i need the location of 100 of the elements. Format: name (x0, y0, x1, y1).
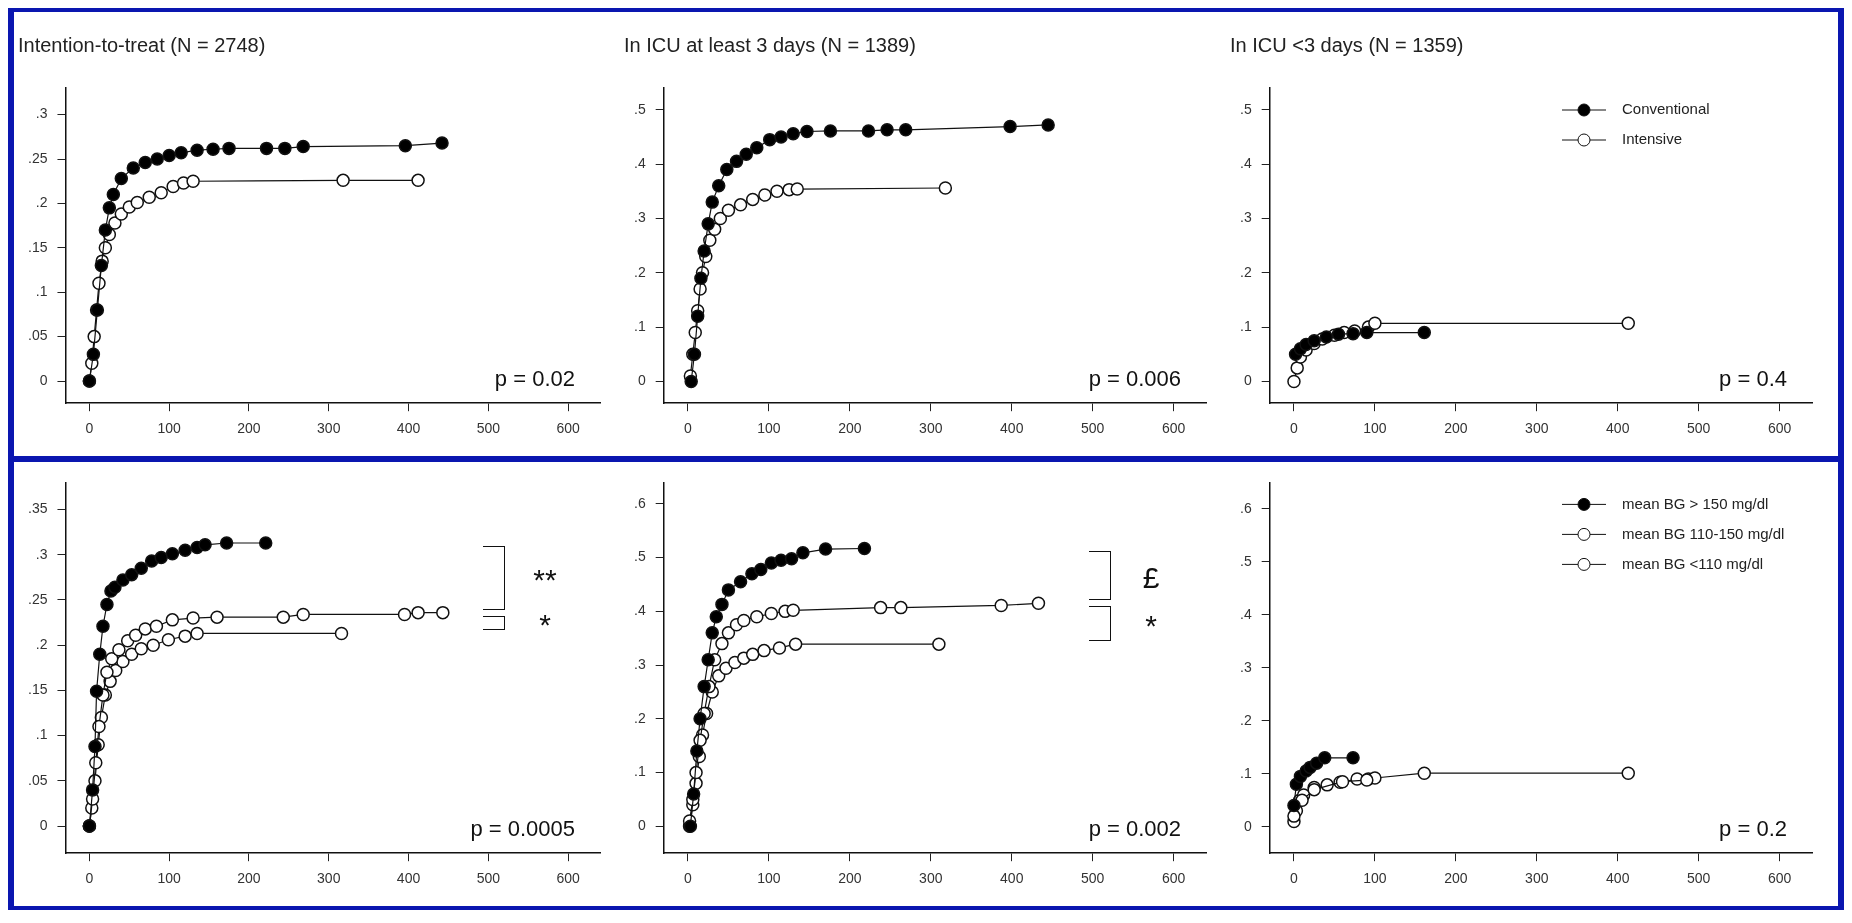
x-tick-label: 0 (85, 870, 94, 887)
x-tick-label: 200 (237, 420, 261, 437)
annotation: * (1145, 609, 1158, 642)
x-tick-label: 300 (317, 870, 341, 887)
y-tick-label: .3 (35, 105, 48, 122)
y-tick-label: 0 (637, 372, 646, 389)
y-tick-label: .2 (633, 263, 646, 280)
y-tick-label: .2 (1239, 263, 1252, 280)
annotation: p = 0.006 (1088, 366, 1181, 392)
x-tick-label: 100 (157, 870, 182, 887)
x-tick-label: 100 (757, 870, 781, 887)
y-tick-label: .3 (1239, 658, 1252, 675)
annotation: p = 0.4 (1719, 366, 1787, 392)
annotation: p = 0.002 (1088, 816, 1181, 842)
x-tick-label: 600 (556, 870, 580, 887)
x-tick-label: 600 (1161, 870, 1186, 887)
x-tick-label: 300 (919, 870, 943, 887)
annotation: p = 0.0005 (470, 816, 575, 842)
y-tick-label: .1 (1239, 764, 1252, 781)
legend-label: Intensive (1622, 130, 1683, 148)
x-tick-label: 300 (1525, 870, 1549, 887)
x-tick-label: 300 (1525, 420, 1549, 437)
y-tick-label: .25 (27, 149, 48, 166)
y-tick-label: 0 (39, 816, 48, 833)
y-tick-label: 0 (1243, 372, 1252, 389)
y-tick-label: .5 (633, 100, 646, 117)
x-tick-label: 500 (1687, 870, 1711, 887)
chart-title: In ICU at least 3 days (N = 1389) (624, 33, 916, 56)
x-tick-label: 600 (556, 420, 580, 437)
x-tick-label: 0 (85, 420, 94, 437)
y-tick-label: .4 (633, 602, 646, 619)
y-tick-label: .2 (35, 636, 48, 653)
y-tick-label: 0 (39, 371, 48, 388)
y-tick-label: .2 (633, 709, 646, 726)
y-tick-label: .4 (1239, 154, 1252, 171)
y-tick-label: .3 (633, 655, 646, 672)
x-tick-label: 0 (1290, 870, 1299, 887)
x-tick-label: 400 (396, 420, 421, 437)
y-tick-label: .3 (1239, 209, 1252, 226)
x-tick-label: 300 (919, 420, 943, 437)
x-tick-label: 400 (1606, 420, 1630, 437)
y-tick-label: .2 (1239, 711, 1252, 728)
y-tick-label: .1 (1239, 317, 1252, 334)
x-tick-label: 400 (1000, 420, 1024, 437)
y-tick-label: .1 (35, 283, 48, 300)
annotation: p = 0.02 (494, 366, 575, 392)
y-tick-label: 0 (1243, 817, 1252, 834)
annotation: p = 0.2 (1719, 816, 1787, 842)
x-tick-label: 200 (237, 870, 261, 887)
x-tick-label: 200 (1444, 870, 1468, 887)
y-tick-label: .4 (633, 154, 646, 171)
legend-label: Conventional (1622, 100, 1710, 118)
x-tick-label: 200 (838, 420, 862, 437)
y-tick-label: .6 (633, 494, 646, 511)
x-tick-label: 500 (1687, 420, 1711, 437)
y-tick-label: .15 (27, 681, 48, 698)
y-tick-label: .3 (35, 545, 48, 562)
x-tick-label: 200 (1444, 420, 1468, 437)
y-tick-label: .1 (35, 726, 48, 743)
legend-label: mean BG 110-150 mg/dl (1622, 524, 1785, 542)
annotation: ** (533, 563, 557, 597)
y-tick-label: .5 (1239, 552, 1252, 569)
y-tick-label: .2 (35, 194, 48, 211)
x-tick-label: 400 (396, 870, 421, 887)
y-tick-label: .1 (633, 763, 646, 780)
y-tick-label: .05 (27, 327, 48, 344)
legend-label: mean BG <110 mg/dl (1622, 554, 1764, 572)
y-tick-label: .25 (27, 590, 48, 607)
x-tick-label: 0 (1290, 420, 1299, 437)
legend-label: mean BG > 150 mg/dl (1622, 494, 1769, 512)
x-tick-label: 400 (1606, 870, 1630, 887)
annotation: * (539, 608, 552, 642)
chart-title: Intention-to-treat (N = 2748) (18, 33, 266, 56)
y-tick-label: 0 (637, 817, 646, 834)
y-tick-label: .4 (1239, 605, 1252, 622)
x-tick-label: 600 (1767, 870, 1792, 887)
x-tick-label: 0 (684, 870, 693, 887)
y-tick-label: .35 (27, 500, 48, 517)
x-tick-label: 100 (157, 420, 182, 437)
y-tick-label: .15 (27, 238, 48, 255)
x-tick-label: 400 (1000, 870, 1024, 887)
y-tick-label: .6 (1239, 499, 1252, 516)
x-tick-label: 500 (1081, 870, 1105, 887)
y-tick-label: .3 (633, 209, 646, 226)
annotation: £ (1142, 561, 1160, 595)
x-tick-label: 100 (757, 420, 781, 437)
y-tick-label: .1 (633, 317, 646, 334)
chart-title: In ICU <3 days (N = 1359) (1230, 33, 1464, 56)
x-tick-label: 600 (1767, 420, 1792, 437)
x-tick-label: 300 (317, 420, 341, 437)
x-tick-label: 200 (838, 870, 862, 887)
x-tick-label: 500 (476, 420, 501, 437)
y-tick-label: .5 (1239, 100, 1252, 117)
x-tick-label: 0 (684, 420, 693, 437)
y-tick-label: .5 (633, 548, 646, 565)
x-tick-label: 500 (1081, 420, 1105, 437)
x-tick-label: 100 (1363, 420, 1387, 437)
y-tick-label: .05 (27, 771, 48, 788)
x-tick-label: 600 (1161, 420, 1186, 437)
x-tick-label: 500 (476, 870, 501, 887)
